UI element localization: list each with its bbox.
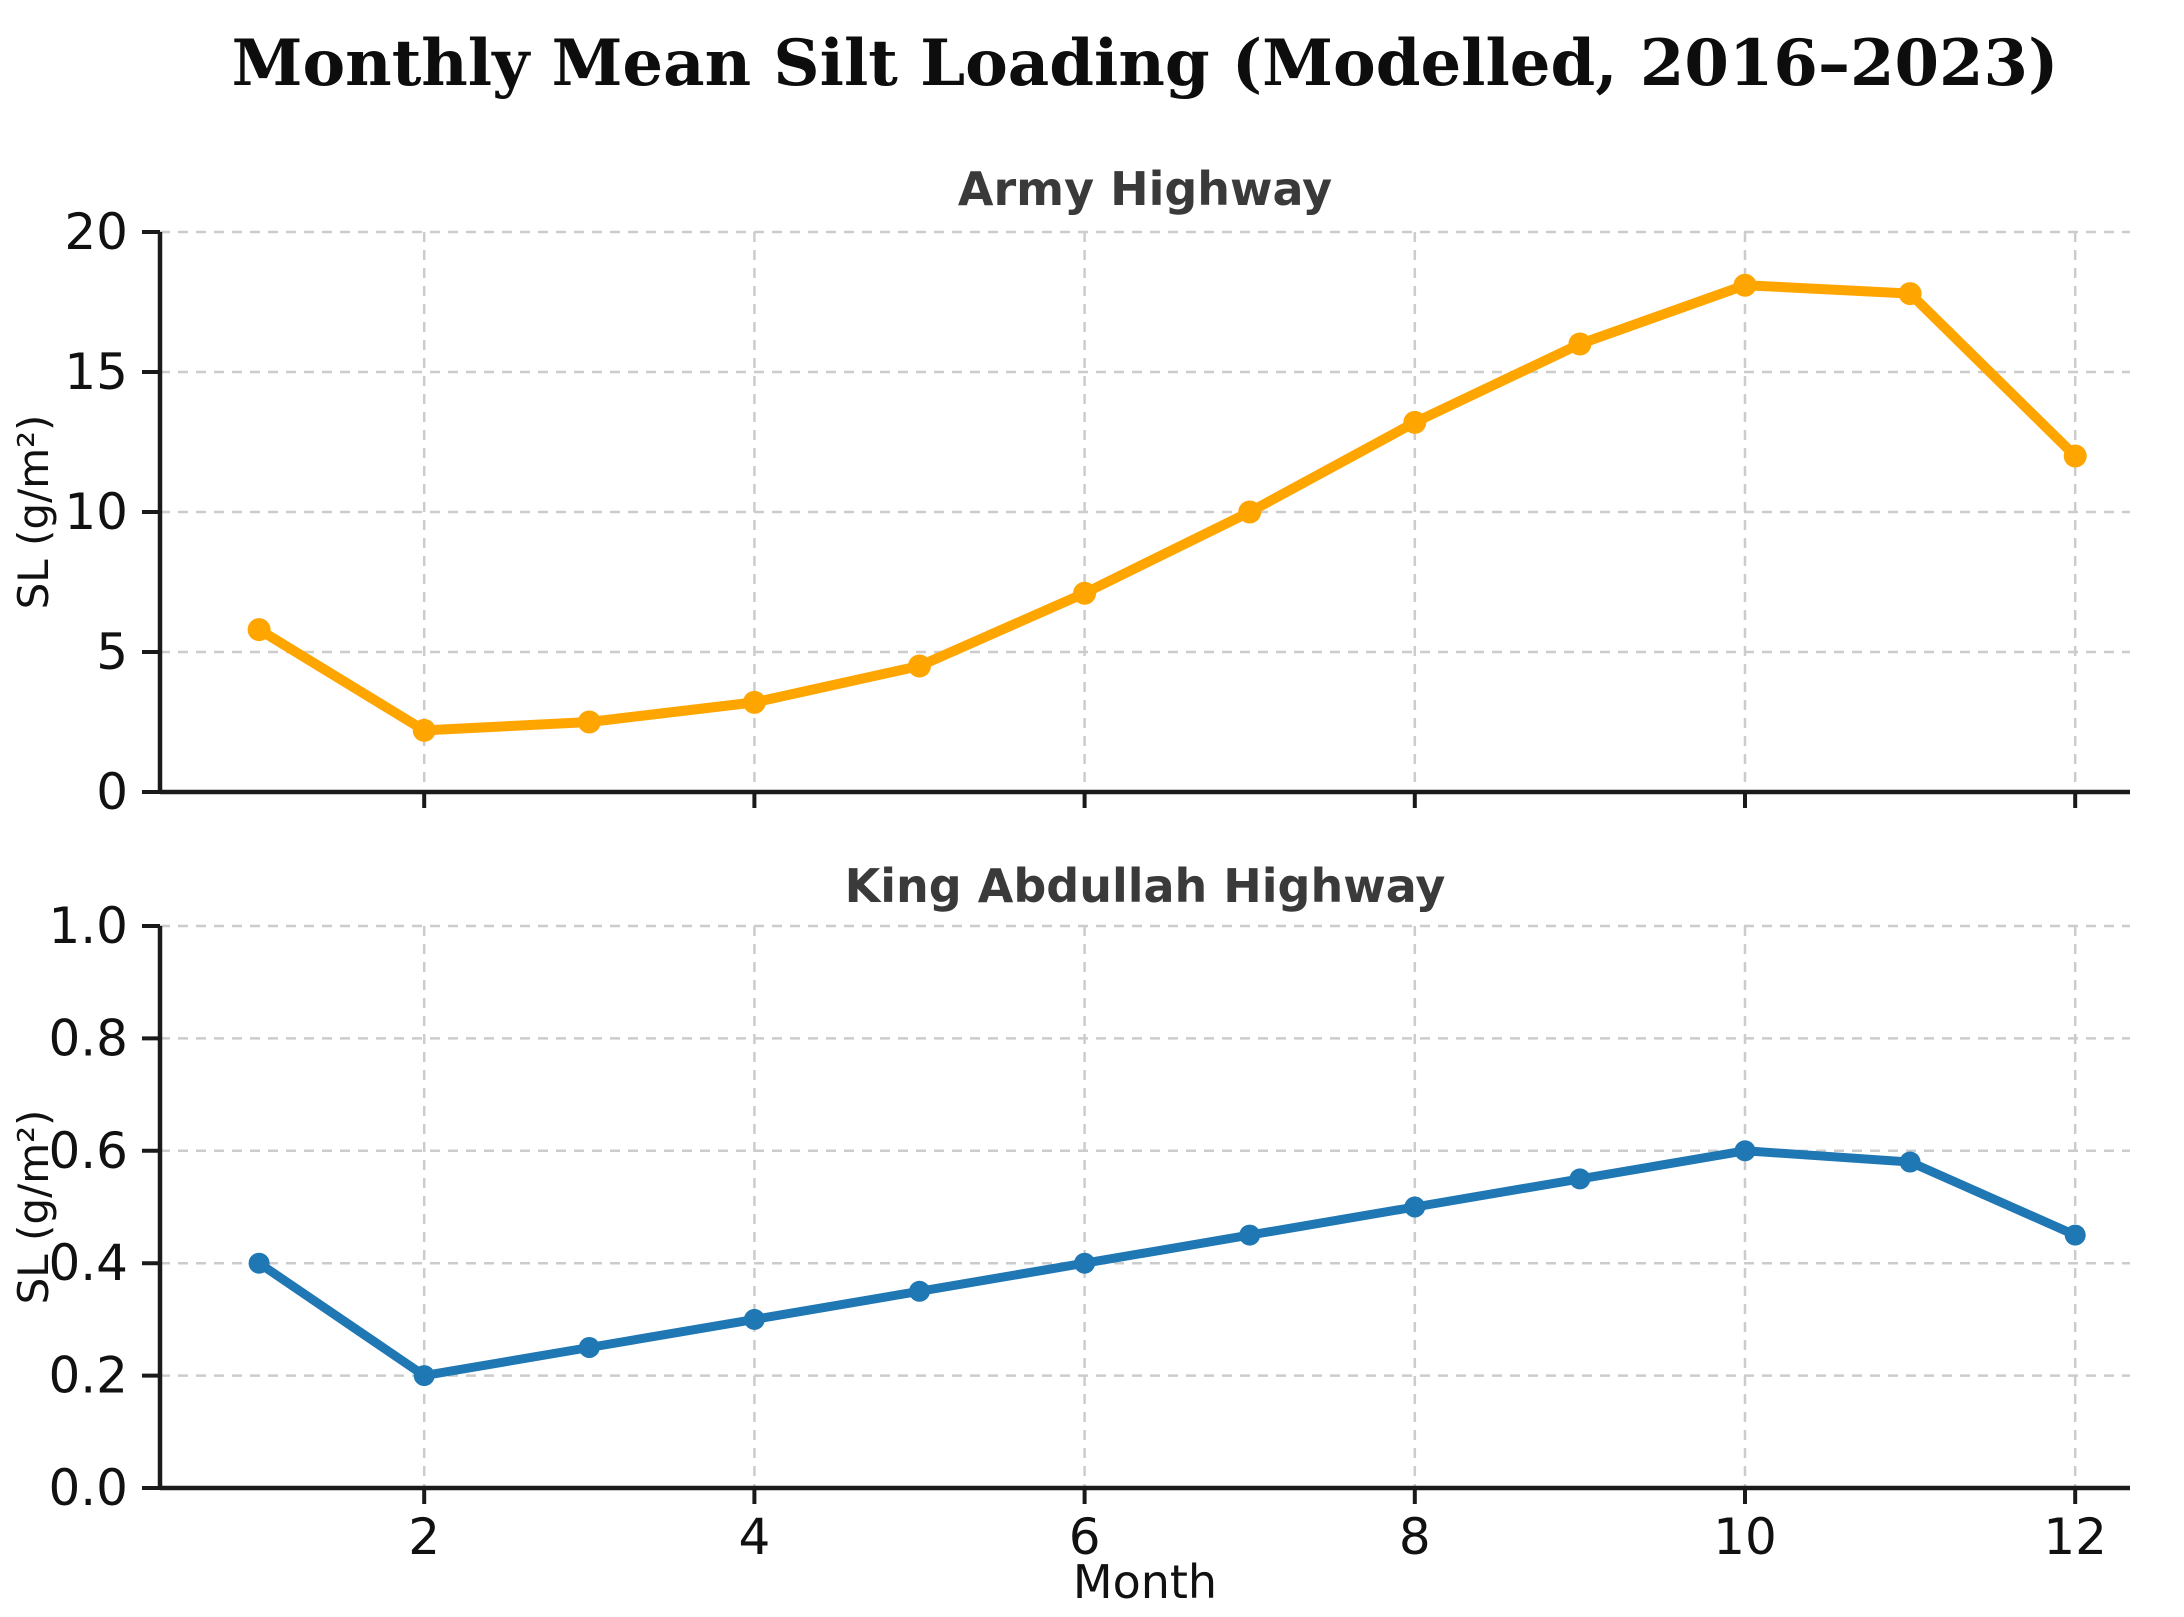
subplot-title-king-abdullah-highway: King Abdullah Highway — [845, 859, 1446, 913]
y-tick-label: 0.6 — [48, 1122, 128, 1180]
subplot-title-army-highway: Army Highway — [958, 162, 1332, 216]
data-point — [1899, 1151, 1921, 1173]
data-point — [1238, 500, 1262, 524]
y-tick-label: 0.8 — [48, 1009, 128, 1067]
data-line — [254, 280, 2081, 736]
data-point — [1898, 282, 1922, 306]
x-axis-label: Month — [1073, 1555, 1217, 1609]
data-point — [578, 1337, 600, 1358]
data-point — [908, 654, 931, 678]
data-point — [1239, 1224, 1261, 1246]
data-point — [1568, 332, 1592, 356]
data-point — [1073, 581, 1097, 605]
y-tick-label: 0.2 — [48, 1347, 128, 1405]
data-line — [254, 1146, 2080, 1381]
data-point — [1403, 410, 1427, 434]
y-tick-label: 20 — [64, 203, 128, 261]
data-point — [2063, 444, 2087, 468]
data-point — [909, 1280, 930, 1302]
y-tick-label: 5 — [96, 623, 128, 681]
data-point — [2064, 1224, 2086, 1246]
x-tick-label: 6 — [1069, 1508, 1101, 1566]
data-point — [413, 1365, 435, 1387]
y-tick-label: 10 — [64, 483, 128, 541]
y-tick-label: 15 — [64, 343, 128, 401]
y-axis-label-king: SL (g/m²) — [9, 1110, 58, 1305]
x-tick-label: 10 — [1713, 1508, 1777, 1566]
data-point — [1733, 273, 1757, 297]
data-point — [1404, 1196, 1426, 1218]
king-abdullah-highway-chart: 0.0 0.2 0.4 0.6 0.8 1.0 2 4 6 8 10 12 — [48, 897, 2130, 1566]
x-tick-label: 4 — [738, 1508, 770, 1566]
data-point — [247, 618, 271, 642]
data-point — [248, 1252, 270, 1274]
y-tick-label: 0 — [96, 763, 128, 821]
y-tick-label: 0.4 — [48, 1234, 128, 1292]
y-tick-label: 1.0 — [48, 897, 128, 955]
data-point — [742, 690, 766, 714]
data-point — [1074, 1252, 1096, 1274]
y-tick-label: 0.0 — [48, 1459, 128, 1517]
x-tick-label: 12 — [2043, 1508, 2107, 1566]
data-point — [743, 1308, 765, 1330]
data-point — [1569, 1168, 1591, 1190]
x-tick-label: 8 — [1399, 1508, 1431, 1566]
x-tick-label: 2 — [408, 1508, 440, 1566]
y-axis-label-army: SL (g/m²) — [9, 415, 58, 610]
data-point — [577, 710, 601, 734]
data-point — [412, 718, 436, 742]
data-point — [1734, 1140, 1756, 1162]
army-highway-chart: 0 5 10 15 20 — [64, 203, 2130, 821]
figure-title: Monthly Mean Silt Loading (Modelled, 201… — [232, 26, 2059, 101]
